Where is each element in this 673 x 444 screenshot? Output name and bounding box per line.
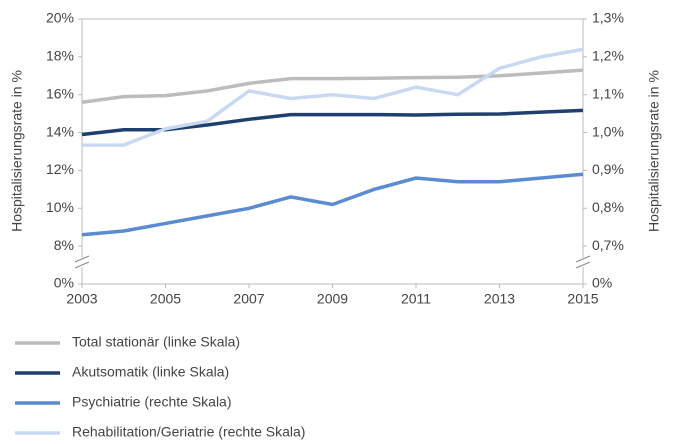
- y-tick-label: 8%: [54, 237, 74, 253]
- y2-tick-label: 0,9%: [592, 161, 624, 177]
- y-tick-label: 14%: [46, 123, 74, 139]
- y-tick-label: 18%: [46, 48, 74, 64]
- y2-tick-label: 0,8%: [592, 199, 624, 215]
- legend-label: Total stationär (linke Skala): [72, 334, 240, 350]
- y2-tick-label: 0,7%: [592, 237, 624, 253]
- series-line: [81, 172, 584, 237]
- y2-tick-label: 1,3%: [592, 10, 624, 26]
- series-line: [81, 68, 584, 105]
- legend-label: Rehabilitation/Geriatrie (rechte Skala): [72, 424, 305, 440]
- axis-break: [74, 255, 591, 269]
- x-tick-label: 2005: [150, 291, 181, 307]
- x-tick-label: 2013: [484, 291, 515, 307]
- x-tick-label: 2011: [401, 291, 431, 307]
- y-tick-label: 16%: [46, 85, 74, 101]
- legend-label: Psychiatrie (rechte Skala): [72, 394, 232, 410]
- x-tick-label: 2009: [317, 291, 348, 307]
- y-tick-label: 12%: [46, 161, 74, 177]
- plot-frame: [81, 18, 584, 285]
- y2-tick-label: 1,0%: [592, 123, 624, 139]
- legend-label: Akutsomatik (linke Skala): [72, 364, 229, 380]
- x-tick-label: 2007: [233, 291, 264, 307]
- x-tick-label: 2015: [567, 291, 598, 307]
- x-tick-label: 2003: [66, 291, 97, 307]
- y2-axis-label: Hospitalisierungsrate in %: [646, 70, 662, 232]
- series-line: [82, 47, 584, 147]
- y-axis-label: Hospitalisierungsrate in %: [9, 70, 25, 232]
- y-tick-label: 10%: [46, 199, 74, 215]
- y-tick-label: 0%: [54, 275, 74, 291]
- y2-tick-label: 1,1%: [592, 85, 624, 101]
- y2-tick-label: 0%: [592, 275, 612, 291]
- y-tick-label: 20%: [46, 10, 74, 26]
- y2-tick-label: 1,2%: [592, 48, 624, 64]
